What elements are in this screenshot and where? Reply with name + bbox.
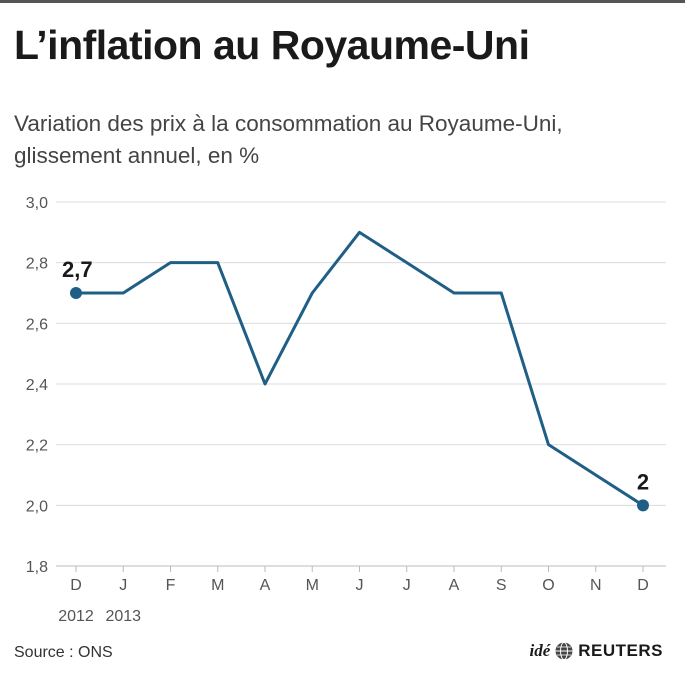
chart-subtitle: Variation des prix à la consommation au … bbox=[14, 111, 563, 168]
y-tick-label: 1,8 bbox=[26, 559, 48, 576]
x-axis: D J F M A M J J A S O N D 2012 2013 bbox=[58, 566, 649, 625]
y-axis: 1,8 2,0 2,2 2,4 2,6 2,8 3,0 bbox=[26, 195, 48, 576]
grid-layer bbox=[56, 201, 666, 567]
x-tick-label: D bbox=[70, 577, 82, 594]
brand-reuters: REUTERS bbox=[578, 641, 663, 660]
x-tick-label: J bbox=[403, 577, 411, 594]
data-label: 2 bbox=[637, 469, 649, 494]
year-label: 2012 bbox=[58, 608, 94, 625]
data-point-marker bbox=[637, 499, 649, 512]
brand-logo: idé REUTERS bbox=[529, 641, 663, 661]
x-tick-label: M bbox=[306, 577, 319, 594]
x-tick-label: F bbox=[166, 577, 176, 594]
x-tick-label: J bbox=[356, 577, 364, 594]
source-note: Source : ONS bbox=[14, 644, 113, 661]
x-tick-label: S bbox=[496, 577, 507, 594]
x-tick-label: N bbox=[590, 577, 602, 594]
x-tick-label: M bbox=[211, 577, 224, 594]
y-tick-label: 3,0 bbox=[26, 195, 48, 212]
x-tick-label: A bbox=[260, 577, 271, 594]
data-label: 2,7 bbox=[62, 257, 93, 282]
y-tick-label: 2,4 bbox=[26, 377, 48, 394]
x-tick-label: J bbox=[119, 577, 127, 594]
data-point-marker bbox=[70, 287, 82, 299]
chart-title: L’inflation au Royaume-Uni bbox=[14, 22, 530, 68]
x-tick-label: A bbox=[449, 577, 460, 594]
top-rule bbox=[0, 0, 685, 3]
x-tick-label: D bbox=[637, 577, 649, 594]
y-tick-label: 2,6 bbox=[26, 316, 48, 333]
brand-ide: idé bbox=[529, 641, 551, 660]
line-chart: 1,8 2,0 2,2 2,4 2,6 2,8 3,0 D J F M A M J J A S O N D 2012 2… bbox=[26, 195, 666, 625]
y-tick-label: 2,2 bbox=[26, 438, 48, 455]
y-tick-label: 2,8 bbox=[26, 256, 48, 273]
marker-layer: 2,72 bbox=[62, 257, 649, 512]
series-line bbox=[74, 230, 645, 507]
globe-icon bbox=[555, 642, 573, 660]
year-label: 2013 bbox=[105, 608, 141, 625]
y-tick-label: 2,0 bbox=[26, 498, 48, 515]
x-tick-label: O bbox=[542, 577, 554, 594]
